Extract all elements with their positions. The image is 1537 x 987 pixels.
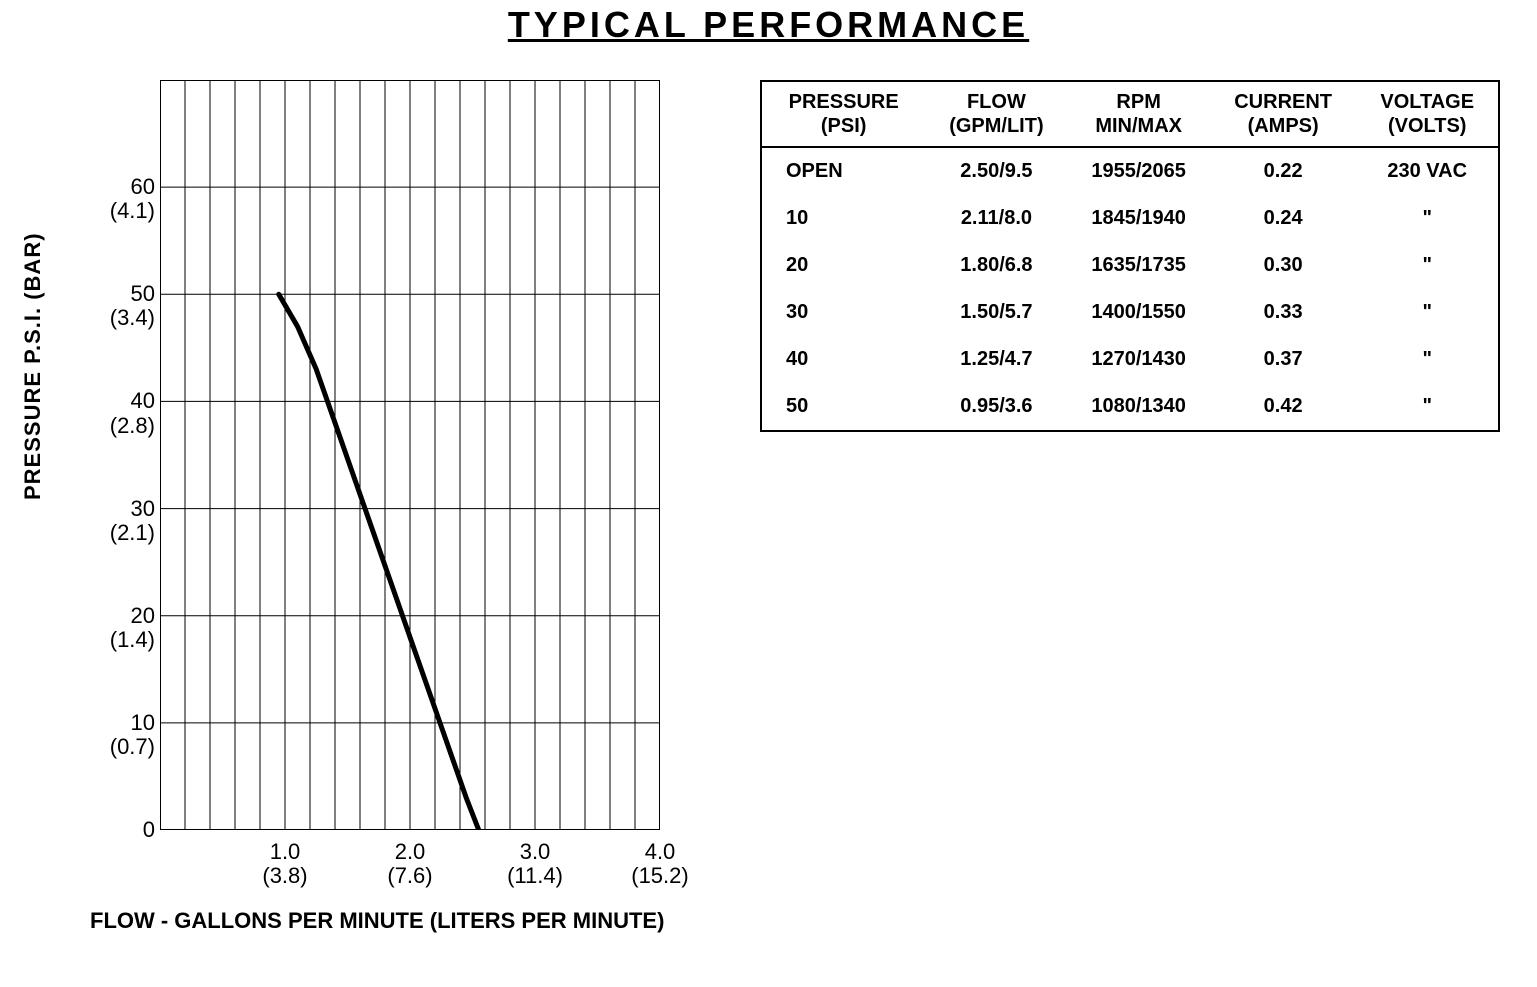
performance-table-wrap: PRESSURE(PSI)FLOW(GPM/LIT)RPMMIN/MAXCURR… <box>760 80 1500 432</box>
y-axis-label: PRESSURE P.S.I. (BAR) <box>20 232 46 500</box>
table-cell-voltage: " <box>1356 242 1499 289</box>
table-body: OPEN2.50/9.51955/20650.22230 VAC102.11/8… <box>761 147 1499 431</box>
col-header-line1: VOLTAGE <box>1362 90 1492 114</box>
page-title: TYPICAL PERFORMANCE <box>0 4 1537 46</box>
table-cell-pressure: 20 <box>761 242 925 289</box>
col-header-line1: CURRENT <box>1216 90 1351 114</box>
y-tick-major: 20 <box>85 604 155 628</box>
col-header-line2: MIN/MAX <box>1074 114 1204 138</box>
y-tick-label: 40(2.8) <box>85 389 155 437</box>
x-tick-label: 4.0(15.2) <box>620 840 700 888</box>
y-tick-label: 10(0.7) <box>85 711 155 759</box>
y-tick-major: 50 <box>85 282 155 306</box>
col-header-line2: (VOLTS) <box>1362 114 1492 138</box>
table-cell-flow: 1.80/6.8 <box>925 242 1067 289</box>
y-tick-sub: (0.7) <box>85 735 155 759</box>
table-cell-pressure: 30 <box>761 289 925 336</box>
x-tick-sub: (3.8) <box>245 864 325 888</box>
table-row: 401.25/4.71270/14300.37" <box>761 336 1499 383</box>
table-cell-rpm: 1845/1940 <box>1068 195 1210 242</box>
x-tick-major: 4.0 <box>620 840 700 864</box>
table-row: 301.50/5.71400/15500.33" <box>761 289 1499 336</box>
table-cell-voltage: " <box>1356 195 1499 242</box>
x-tick-sub: (11.4) <box>495 864 575 888</box>
col-header-line1: PRESSURE <box>768 90 919 114</box>
table-cell-rpm: 1400/1550 <box>1068 289 1210 336</box>
x-tick-sub: (15.2) <box>620 864 700 888</box>
table-cell-voltage: " <box>1356 289 1499 336</box>
table-cell-rpm: 1955/2065 <box>1068 147 1210 195</box>
y-tick-label: 30(2.1) <box>85 497 155 545</box>
table-cell-current: 0.30 <box>1210 242 1357 289</box>
table-cell-pressure: 40 <box>761 336 925 383</box>
performance-table: PRESSURE(PSI)FLOW(GPM/LIT)RPMMIN/MAXCURR… <box>760 80 1500 432</box>
table-cell-pressure: OPEN <box>761 147 925 195</box>
chart-svg <box>160 80 660 830</box>
col-header-line1: RPM <box>1074 90 1204 114</box>
y-tick-sub: (1.4) <box>85 628 155 652</box>
y-tick-major: 60 <box>85 175 155 199</box>
table-header-row: PRESSURE(PSI)FLOW(GPM/LIT)RPMMIN/MAXCURR… <box>761 81 1499 147</box>
x-tick-label: 1.0(3.8) <box>245 840 325 888</box>
table-header-cell: CURRENT(AMPS) <box>1210 81 1357 147</box>
y-tick-label: 60(4.1) <box>85 175 155 223</box>
table-cell-rpm: 1635/1735 <box>1068 242 1210 289</box>
x-tick-major: 2.0 <box>370 840 450 864</box>
page: TYPICAL PERFORMANCE PRESSURE P.S.I. (BAR… <box>0 0 1537 987</box>
y-tick-label: 20(1.4) <box>85 604 155 652</box>
y-tick-major: 30 <box>85 497 155 521</box>
y-tick-major: 10 <box>85 711 155 735</box>
table-row: 500.95/3.61080/13400.42" <box>761 383 1499 431</box>
table-cell-pressure: 10 <box>761 195 925 242</box>
table-cell-pressure: 50 <box>761 383 925 431</box>
table-cell-current: 0.22 <box>1210 147 1357 195</box>
table-cell-current: 0.33 <box>1210 289 1357 336</box>
y-tick-sub: (3.4) <box>85 306 155 330</box>
table-row: OPEN2.50/9.51955/20650.22230 VAC <box>761 147 1499 195</box>
col-header-line1: FLOW <box>931 90 1061 114</box>
x-axis-label: FLOW - GALLONS PER MINUTE (LITERS PER MI… <box>90 908 664 934</box>
table-cell-flow: 1.25/4.7 <box>925 336 1067 383</box>
table-cell-voltage: 230 VAC <box>1356 147 1499 195</box>
performance-chart: PRESSURE P.S.I. (BAR) 010(0.7)20(1.4)30(… <box>30 80 730 960</box>
y-tick-sub: (4.1) <box>85 199 155 223</box>
table-header-cell: VOLTAGE(VOLTS) <box>1356 81 1499 147</box>
y-tick-label: 0 <box>85 818 155 842</box>
x-tick-label: 2.0(7.6) <box>370 840 450 888</box>
col-header-line2: (PSI) <box>768 114 919 138</box>
y-tick-major: 40 <box>85 389 155 413</box>
y-tick-major: 0 <box>85 818 155 842</box>
table-header-cell: PRESSURE(PSI) <box>761 81 925 147</box>
y-tick-sub: (2.8) <box>85 414 155 438</box>
x-tick-sub: (7.6) <box>370 864 450 888</box>
table-cell-current: 0.42 <box>1210 383 1357 431</box>
col-header-line2: (GPM/LIT) <box>931 114 1061 138</box>
col-header-line2: (AMPS) <box>1216 114 1351 138</box>
table-cell-voltage: " <box>1356 383 1499 431</box>
table-cell-flow: 2.11/8.0 <box>925 195 1067 242</box>
table-row: 201.80/6.81635/17350.30" <box>761 242 1499 289</box>
table-cell-current: 0.24 <box>1210 195 1357 242</box>
y-tick-sub: (2.1) <box>85 521 155 545</box>
table-cell-flow: 0.95/3.6 <box>925 383 1067 431</box>
x-tick-major: 3.0 <box>495 840 575 864</box>
table-header-cell: RPMMIN/MAX <box>1068 81 1210 147</box>
y-tick-label: 50(3.4) <box>85 282 155 330</box>
x-tick-major: 1.0 <box>245 840 325 864</box>
table-cell-voltage: " <box>1356 336 1499 383</box>
table-row: 102.11/8.01845/19400.24" <box>761 195 1499 242</box>
table-cell-rpm: 1270/1430 <box>1068 336 1210 383</box>
x-tick-label: 3.0(11.4) <box>495 840 575 888</box>
table-cell-flow: 2.50/9.5 <box>925 147 1067 195</box>
table-header-cell: FLOW(GPM/LIT) <box>925 81 1067 147</box>
table-cell-flow: 1.50/5.7 <box>925 289 1067 336</box>
table-cell-current: 0.37 <box>1210 336 1357 383</box>
table-cell-rpm: 1080/1340 <box>1068 383 1210 431</box>
